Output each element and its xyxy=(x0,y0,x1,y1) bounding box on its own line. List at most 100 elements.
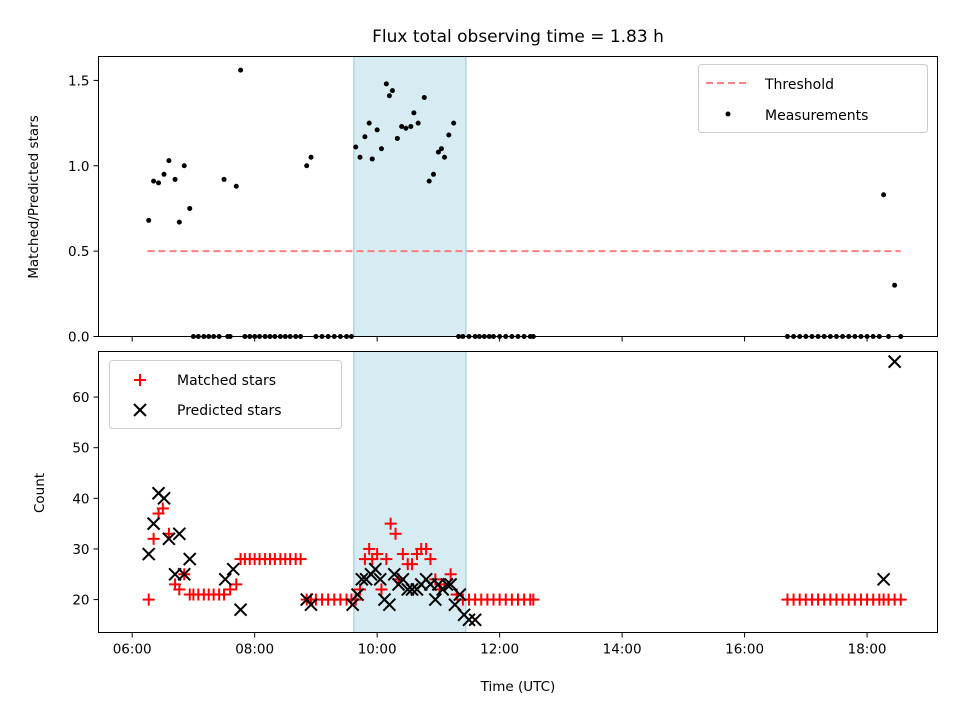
predicted-point xyxy=(382,597,397,612)
measurement-point xyxy=(451,120,457,126)
measurement-point xyxy=(446,132,452,138)
x-tick-label: 10:00 xyxy=(358,642,397,658)
measurement-point xyxy=(386,93,392,99)
x-tick-label: 08:00 xyxy=(235,642,274,658)
matched-point xyxy=(424,553,437,566)
count-axes-frame xyxy=(98,351,938,633)
predicted-point xyxy=(368,562,383,576)
measurement-point xyxy=(426,178,432,184)
measurement-point xyxy=(172,176,178,182)
measurement-point xyxy=(389,88,395,94)
predicted-point xyxy=(183,552,197,566)
y-tick-label: 0.5 xyxy=(68,244,89,260)
x-tick-label: 12:00 xyxy=(480,642,519,658)
measurement-point xyxy=(881,192,887,198)
measurement-point xyxy=(399,124,405,129)
y-tick-label: 1.0 xyxy=(68,159,89,175)
matched-point xyxy=(147,532,160,545)
measurement-point xyxy=(238,67,244,73)
legend-matched-label: Matched stars xyxy=(177,373,276,389)
measurement-point xyxy=(411,110,417,116)
measurement-point xyxy=(421,94,427,100)
predicted-point xyxy=(172,527,187,541)
predicted-point xyxy=(146,516,161,531)
y-tick-label: 30 xyxy=(72,542,89,558)
measurement-point xyxy=(357,154,363,160)
matched-point xyxy=(375,583,388,596)
matched-point xyxy=(420,542,433,555)
y-tick-label: 40 xyxy=(72,491,89,507)
measurement-point xyxy=(166,158,172,164)
x-tick-label: 18:00 xyxy=(848,642,887,658)
y-tick-label: 60 xyxy=(72,390,89,406)
measurement-point xyxy=(353,144,359,150)
measurement-point xyxy=(304,163,310,169)
predicted-point xyxy=(440,577,454,592)
measurement-point xyxy=(161,171,167,177)
x-tick-label: 06:00 xyxy=(113,642,152,658)
predicted-point xyxy=(345,597,360,612)
measurement-point xyxy=(176,219,182,225)
legend-predicted-marker xyxy=(133,403,147,417)
measurement-point xyxy=(394,135,400,141)
predicted-point xyxy=(462,613,476,627)
matched-point xyxy=(384,517,397,530)
predicted-point xyxy=(887,354,902,369)
measurement-point xyxy=(156,180,162,186)
predicted-point xyxy=(226,562,240,576)
y-tick-label: 1.5 xyxy=(68,73,89,89)
predicted-point xyxy=(218,572,232,587)
predicted-point xyxy=(428,592,443,607)
measurement-point xyxy=(308,154,314,160)
matched-point xyxy=(142,593,155,606)
predicted-point xyxy=(387,567,402,581)
count-y-axis-label: Count xyxy=(32,473,48,513)
predicted-point xyxy=(233,603,248,617)
predicted-point xyxy=(876,572,891,587)
measurement-point xyxy=(221,176,227,182)
matched-point xyxy=(389,527,402,540)
matched-point xyxy=(444,568,457,581)
predicted-point xyxy=(355,572,369,587)
measurement-point xyxy=(403,125,409,131)
measurement-point xyxy=(415,120,421,126)
matched-point xyxy=(380,553,393,566)
legend-measurements-marker xyxy=(725,111,731,117)
measurement-point xyxy=(146,217,152,223)
y-tick-label: 20 xyxy=(72,593,89,609)
x-tick-label: 16:00 xyxy=(725,642,764,658)
matched-point xyxy=(371,548,384,561)
measurement-point xyxy=(369,156,375,162)
predicted-point xyxy=(177,567,191,581)
measurement-point xyxy=(181,163,187,169)
chart-title: Flux total observing time = 1.83 h xyxy=(372,27,664,47)
measurement-point xyxy=(442,154,448,160)
y-tick-label: 0.0 xyxy=(68,330,89,346)
measurement-point xyxy=(233,183,239,189)
measurement-point xyxy=(362,134,368,140)
measurement-point xyxy=(383,81,389,87)
ratio-y-axis-label: Matched/Predicted stars xyxy=(26,115,42,278)
predicted-point xyxy=(162,532,176,546)
measurement-point xyxy=(435,149,441,155)
highlight-span xyxy=(353,56,467,337)
predicted-point xyxy=(350,587,365,602)
x-axis-label: Time (UTC) xyxy=(480,679,556,695)
measurement-point xyxy=(892,282,898,288)
matched-point xyxy=(218,588,231,601)
legend-threshold-label: Threshold xyxy=(764,77,834,93)
matched-point xyxy=(363,542,376,555)
ratio-legend: Threshold Measurements xyxy=(698,64,928,133)
count-panel: 06:00 08:00 10:00 12:00 14:00 16:00 18:00 20 30 4… xyxy=(32,351,938,695)
measurement-point xyxy=(378,146,384,152)
measurement-point xyxy=(408,124,414,129)
predicted-point xyxy=(142,547,156,561)
predicted-point xyxy=(157,491,171,506)
matched-point xyxy=(396,548,409,561)
legend-predicted-label: Predicted stars xyxy=(177,403,282,419)
predicted-point xyxy=(304,597,318,612)
matched-point xyxy=(156,502,169,515)
matched-point xyxy=(894,593,907,606)
series-predicted-stars xyxy=(142,354,902,627)
